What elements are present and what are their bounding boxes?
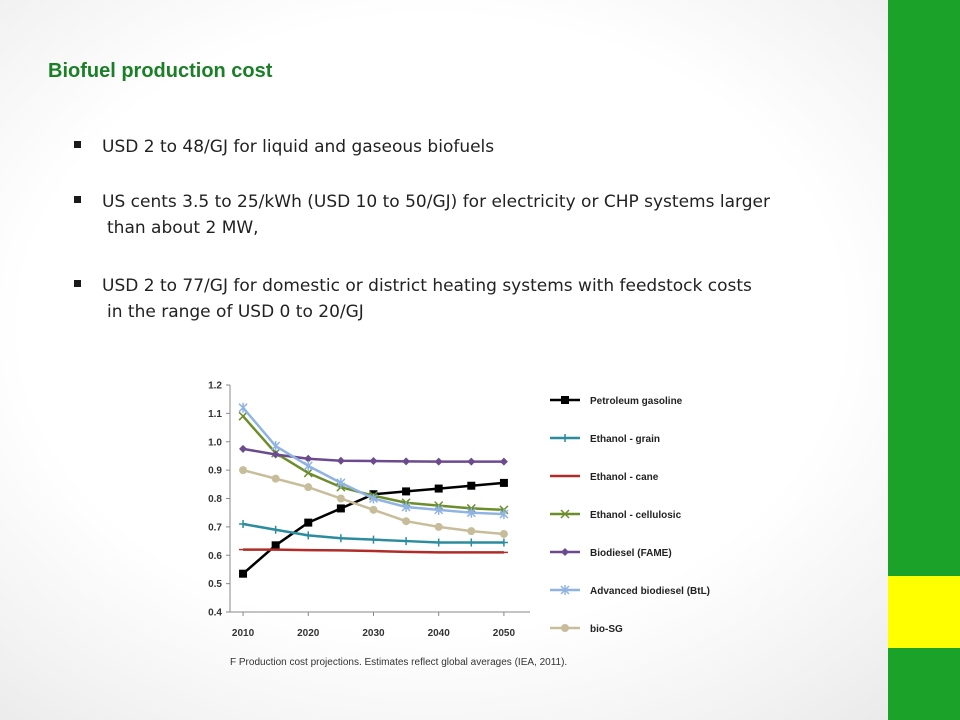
data-point	[467, 527, 476, 536]
chart-svg: 0.4 0.5 0.6 0.7 0.8 0.9 1.0 1.1 1.2 2010 2020 2030 2…	[208, 381, 710, 640]
bullet-3-text: USD 2 to 77/GJ for domestic or district …	[102, 276, 752, 296]
data-point	[466, 507, 476, 518]
data-point	[402, 537, 411, 546]
data-point	[499, 457, 508, 466]
x-tick-label: 2010	[232, 628, 255, 639]
sidebar-yellow-accent	[888, 576, 960, 648]
data-point	[369, 457, 378, 466]
legend-marker	[560, 585, 570, 595]
y-tick-label: 1.2	[208, 381, 222, 392]
data-point	[499, 478, 508, 487]
y-tick-label: 1.1	[208, 409, 222, 420]
slide-title: Biofuel production cost	[48, 60, 273, 82]
data-point	[467, 457, 476, 466]
legend-label: Advanced biodiesel (BtL)	[590, 586, 710, 597]
data-point	[402, 457, 411, 466]
data-point	[402, 517, 411, 526]
legend-marker	[560, 509, 570, 519]
y-tick-label: 0.9	[208, 466, 222, 477]
x-tick-label: 2020	[297, 628, 320, 639]
data-point	[336, 534, 345, 543]
data-point	[467, 538, 476, 547]
data-point	[303, 468, 313, 478]
data-point	[304, 483, 313, 492]
cost-projection-chart: 0.4 0.5 0.6 0.7 0.8 0.9 1.0 1.1 1.2 2010 2020 2030 2…	[194, 372, 719, 647]
data-point	[402, 487, 411, 496]
data-point	[239, 569, 248, 578]
data-point	[271, 441, 281, 452]
legend-label: Biodiesel (FAME)	[590, 548, 672, 559]
bullet-2-continuation: than about 2 MW,	[107, 218, 259, 238]
data-point	[238, 411, 248, 421]
data-point	[336, 504, 345, 513]
data-point	[304, 531, 313, 540]
x-tick-label: 2050	[493, 628, 516, 639]
bullet-square-icon	[74, 141, 81, 148]
x-tick-label: 2040	[428, 628, 451, 639]
data-point	[434, 504, 444, 515]
bullet-square-icon	[74, 196, 81, 203]
y-tick-label: 0.6	[208, 551, 222, 562]
data-point	[467, 481, 476, 490]
x-tick-label: 2030	[362, 628, 385, 639]
data-point	[239, 520, 248, 529]
legend-marker	[561, 624, 569, 632]
legend-label: Ethanol - cellulosic	[590, 510, 682, 521]
data-point	[271, 525, 280, 534]
data-point	[499, 509, 509, 520]
y-tick-label: 0.8	[208, 494, 222, 505]
legend-marker	[561, 434, 569, 442]
data-point	[434, 457, 443, 466]
data-point	[434, 484, 443, 493]
data-point	[238, 402, 248, 413]
y-tick-label: 0.5	[208, 579, 222, 590]
bullet-3-continuation: in the range of USD 0 to 20/GJ	[107, 302, 364, 322]
y-tick-label: 0.4	[208, 608, 222, 619]
data-point	[239, 466, 248, 475]
data-point	[434, 538, 443, 547]
bullet-1-text: USD 2 to 48/GJ for liquid and gaseous bi…	[102, 137, 495, 157]
legend-label: Ethanol - grain	[590, 434, 660, 445]
data-point	[336, 477, 346, 488]
data-point	[336, 456, 345, 465]
data-point	[499, 538, 508, 547]
data-point	[369, 505, 378, 514]
legend-marker	[561, 396, 569, 404]
data-point	[271, 541, 280, 550]
data-point	[401, 502, 411, 513]
data-point	[434, 522, 443, 531]
legend-marker	[561, 548, 569, 556]
y-tick-label: 0.7	[208, 522, 222, 533]
data-point	[499, 529, 508, 538]
data-point	[239, 444, 248, 453]
data-point	[336, 494, 345, 503]
data-point	[304, 454, 313, 463]
data-point	[304, 518, 313, 527]
legend-label: bio-SG	[590, 624, 623, 635]
legend-label: Ethanol - cane	[590, 472, 659, 483]
data-point	[369, 535, 378, 544]
legend-label: Petroleum gasoline	[590, 396, 683, 407]
data-point	[271, 474, 280, 483]
data-point	[368, 493, 379, 504]
y-tick-label: 1.0	[208, 437, 222, 448]
bullet-square-icon	[74, 280, 81, 287]
bullet-2-text: US cents 3.5 to 25/kWh (USD 10 to 50/GJ)…	[102, 192, 770, 212]
chart-caption: F Production cost projections. Estimates…	[230, 657, 568, 668]
data-point	[271, 450, 280, 459]
data-point	[303, 460, 313, 471]
